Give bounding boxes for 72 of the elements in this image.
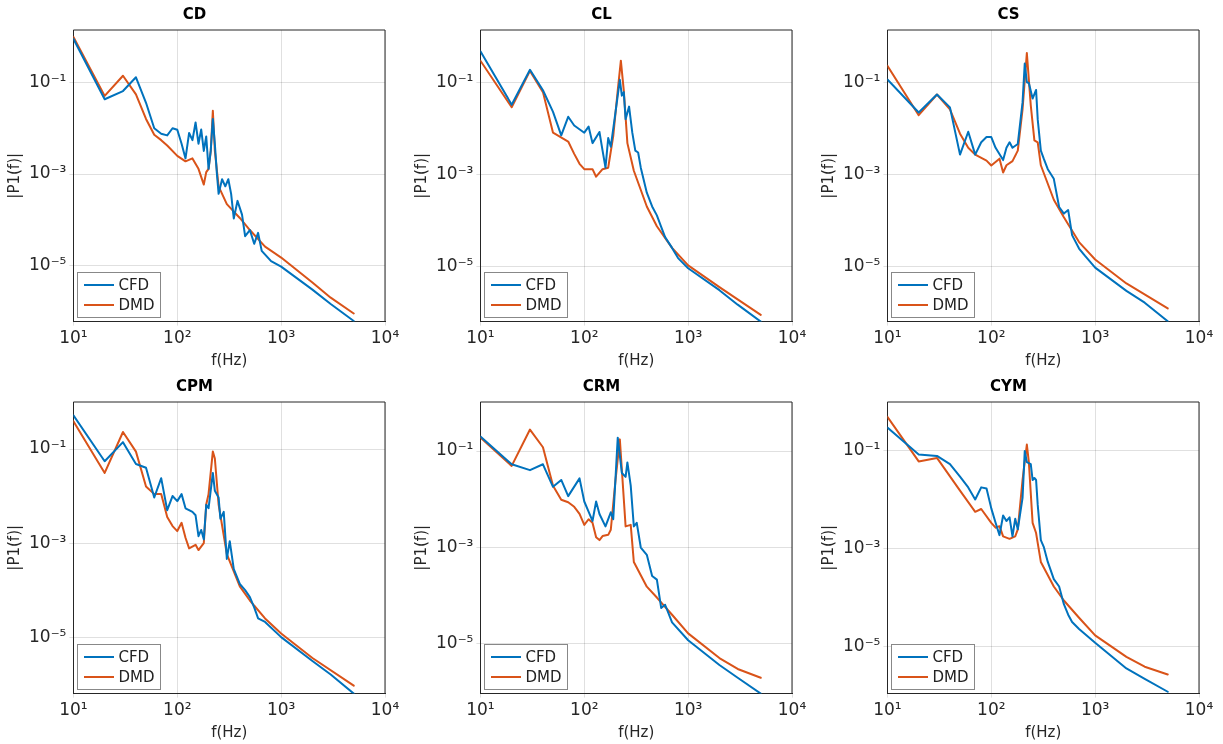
- y-tick-label: 10⁻¹: [843, 71, 881, 92]
- y-tick-label: 10⁻⁵: [843, 254, 881, 275]
- legend-label: DMD: [118, 295, 155, 314]
- legend-label: CFD: [525, 647, 557, 666]
- chart-title: CPM: [176, 376, 213, 395]
- y-tick-label: 10⁻³: [843, 162, 881, 183]
- x-tick-label: 10²: [570, 699, 599, 720]
- y-tick-label: 10⁻⁵: [29, 254, 67, 275]
- y-axis-title: |P1(f)|: [818, 524, 837, 571]
- x-tick-label: 10¹: [59, 699, 88, 720]
- x-tick-label: 10³: [266, 327, 296, 348]
- legend-label: DMD: [525, 667, 562, 686]
- y-tick-label: 10⁻¹: [29, 70, 67, 91]
- x-tick-label: 10⁴: [777, 699, 807, 720]
- y-axis-title: |P1(f)|: [4, 152, 23, 199]
- legend-label: DMD: [118, 667, 155, 686]
- y-tick-label: 10⁻⁵: [843, 635, 881, 656]
- legend-label: CFD: [118, 275, 150, 294]
- x-tick-label: 10³: [673, 327, 703, 348]
- y-tick-label: 10⁻³: [436, 162, 474, 183]
- x-tick-label: 10³: [1080, 327, 1110, 348]
- x-tick-label: 10¹: [59, 327, 88, 348]
- x-axis-title: f(Hz): [211, 722, 248, 741]
- x-tick-label: 10⁴: [1184, 327, 1214, 348]
- x-tick-label: 10²: [570, 327, 599, 348]
- legend-label: DMD: [525, 295, 562, 314]
- x-tick-label: 10⁴: [1184, 699, 1214, 720]
- chart-title: CYM: [990, 376, 1027, 395]
- x-tick-label: 10³: [266, 699, 296, 720]
- legend-label: CFD: [932, 275, 964, 294]
- x-tick-label: 10²: [977, 327, 1006, 348]
- x-tick-label: 10¹: [873, 327, 902, 348]
- y-tick-label: 10⁻⁵: [29, 625, 67, 646]
- x-axis-title: f(Hz): [1025, 722, 1062, 741]
- y-tick-label: 10⁻¹: [843, 439, 881, 460]
- y-axis-title: |P1(f)|: [818, 152, 837, 199]
- y-axis-title: |P1(f)|: [411, 524, 430, 571]
- x-axis-title: f(Hz): [211, 350, 248, 369]
- y-axis-title: |P1(f)|: [4, 524, 23, 571]
- x-tick-label: 10³: [1080, 699, 1110, 720]
- x-axis-title: f(Hz): [618, 722, 655, 741]
- y-tick-label: 10⁻³: [29, 162, 67, 183]
- legend-label: CFD: [525, 275, 557, 294]
- x-tick-label: 10³: [673, 699, 703, 720]
- x-tick-label: 10¹: [466, 327, 495, 348]
- x-tick-label: 10¹: [873, 699, 902, 720]
- legend-label: DMD: [932, 295, 969, 314]
- legend-label: CFD: [932, 647, 964, 666]
- x-tick-label: 10¹: [466, 699, 495, 720]
- y-tick-label: 10⁻⁵: [436, 631, 474, 652]
- y-tick-label: 10⁻⁵: [436, 254, 474, 275]
- legend-label: CFD: [118, 647, 150, 666]
- x-tick-label: 10⁴: [370, 699, 400, 720]
- chart-title: CS: [997, 4, 1020, 23]
- x-tick-label: 10²: [977, 699, 1006, 720]
- y-tick-label: 10⁻³: [29, 531, 67, 552]
- y-tick-label: 10⁻¹: [29, 437, 67, 458]
- y-tick-label: 10⁻¹: [436, 439, 474, 460]
- chart-title: CD: [182, 4, 207, 23]
- y-tick-label: 10⁻³: [436, 535, 474, 556]
- chart-title: CRM: [582, 376, 621, 395]
- x-tick-label: 10⁴: [777, 327, 807, 348]
- x-tick-label: 10⁴: [370, 327, 400, 348]
- x-axis-title: f(Hz): [1025, 350, 1062, 369]
- y-tick-label: 10⁻³: [843, 537, 881, 558]
- y-axis-title: |P1(f)|: [411, 152, 430, 199]
- x-tick-label: 10²: [163, 327, 192, 348]
- y-tick-label: 10⁻¹: [436, 71, 474, 92]
- chart-title: CL: [591, 4, 613, 23]
- x-tick-label: 10²: [163, 699, 192, 720]
- legend-label: DMD: [932, 667, 969, 686]
- x-axis-title: f(Hz): [618, 350, 655, 369]
